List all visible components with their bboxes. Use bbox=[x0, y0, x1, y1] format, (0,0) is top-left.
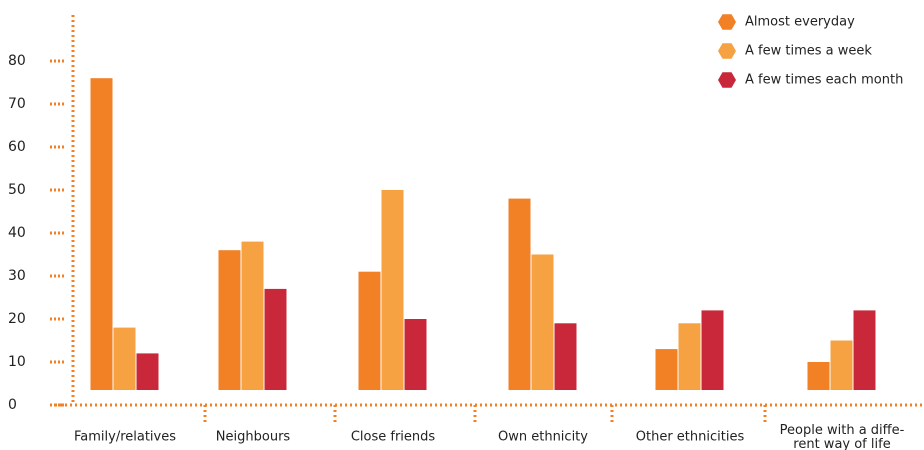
bar bbox=[830, 340, 853, 390]
bar bbox=[113, 327, 136, 390]
bar bbox=[136, 353, 159, 390]
bar bbox=[678, 323, 701, 390]
legend-label: A few times a week bbox=[745, 44, 872, 59]
bar bbox=[508, 198, 531, 390]
y-tick-label: 80 bbox=[8, 53, 26, 69]
x-tick-label: People with a diffe-rent way of life bbox=[780, 422, 905, 450]
bar bbox=[554, 323, 577, 390]
legend-swatch bbox=[718, 43, 736, 59]
bar bbox=[655, 349, 678, 390]
x-tick-label: Other ethnicities bbox=[636, 430, 745, 445]
bar bbox=[90, 78, 113, 390]
legend-label: Almost everyday bbox=[745, 15, 855, 30]
bar bbox=[264, 288, 287, 390]
bar bbox=[381, 190, 404, 390]
y-tick-label: 60 bbox=[8, 139, 26, 155]
bar bbox=[241, 241, 264, 390]
bar bbox=[358, 271, 381, 390]
y-tick-label: 0 bbox=[8, 397, 17, 413]
bar bbox=[807, 362, 830, 390]
x-tick-label: Neighbours bbox=[216, 430, 291, 445]
x-tick-label: Family/relatives bbox=[74, 430, 176, 445]
y-tick-label: 40 bbox=[8, 225, 26, 241]
bar bbox=[701, 310, 724, 390]
bar bbox=[853, 310, 876, 390]
legend-label: A few times each month bbox=[745, 73, 903, 88]
y-tick-label: 50 bbox=[8, 182, 26, 198]
x-tick-label: Own ethnicity bbox=[498, 430, 588, 445]
y-tick-label: 30 bbox=[8, 268, 26, 284]
bar bbox=[218, 250, 241, 390]
bar bbox=[404, 319, 427, 390]
legend-swatch bbox=[718, 72, 736, 88]
y-tick-label: 70 bbox=[8, 96, 26, 112]
bar bbox=[531, 254, 554, 390]
y-tick-label: 10 bbox=[8, 354, 26, 370]
y-tick-label: 20 bbox=[8, 311, 26, 327]
legend-swatch bbox=[718, 14, 736, 30]
x-tick-label: Close friends bbox=[351, 430, 436, 445]
